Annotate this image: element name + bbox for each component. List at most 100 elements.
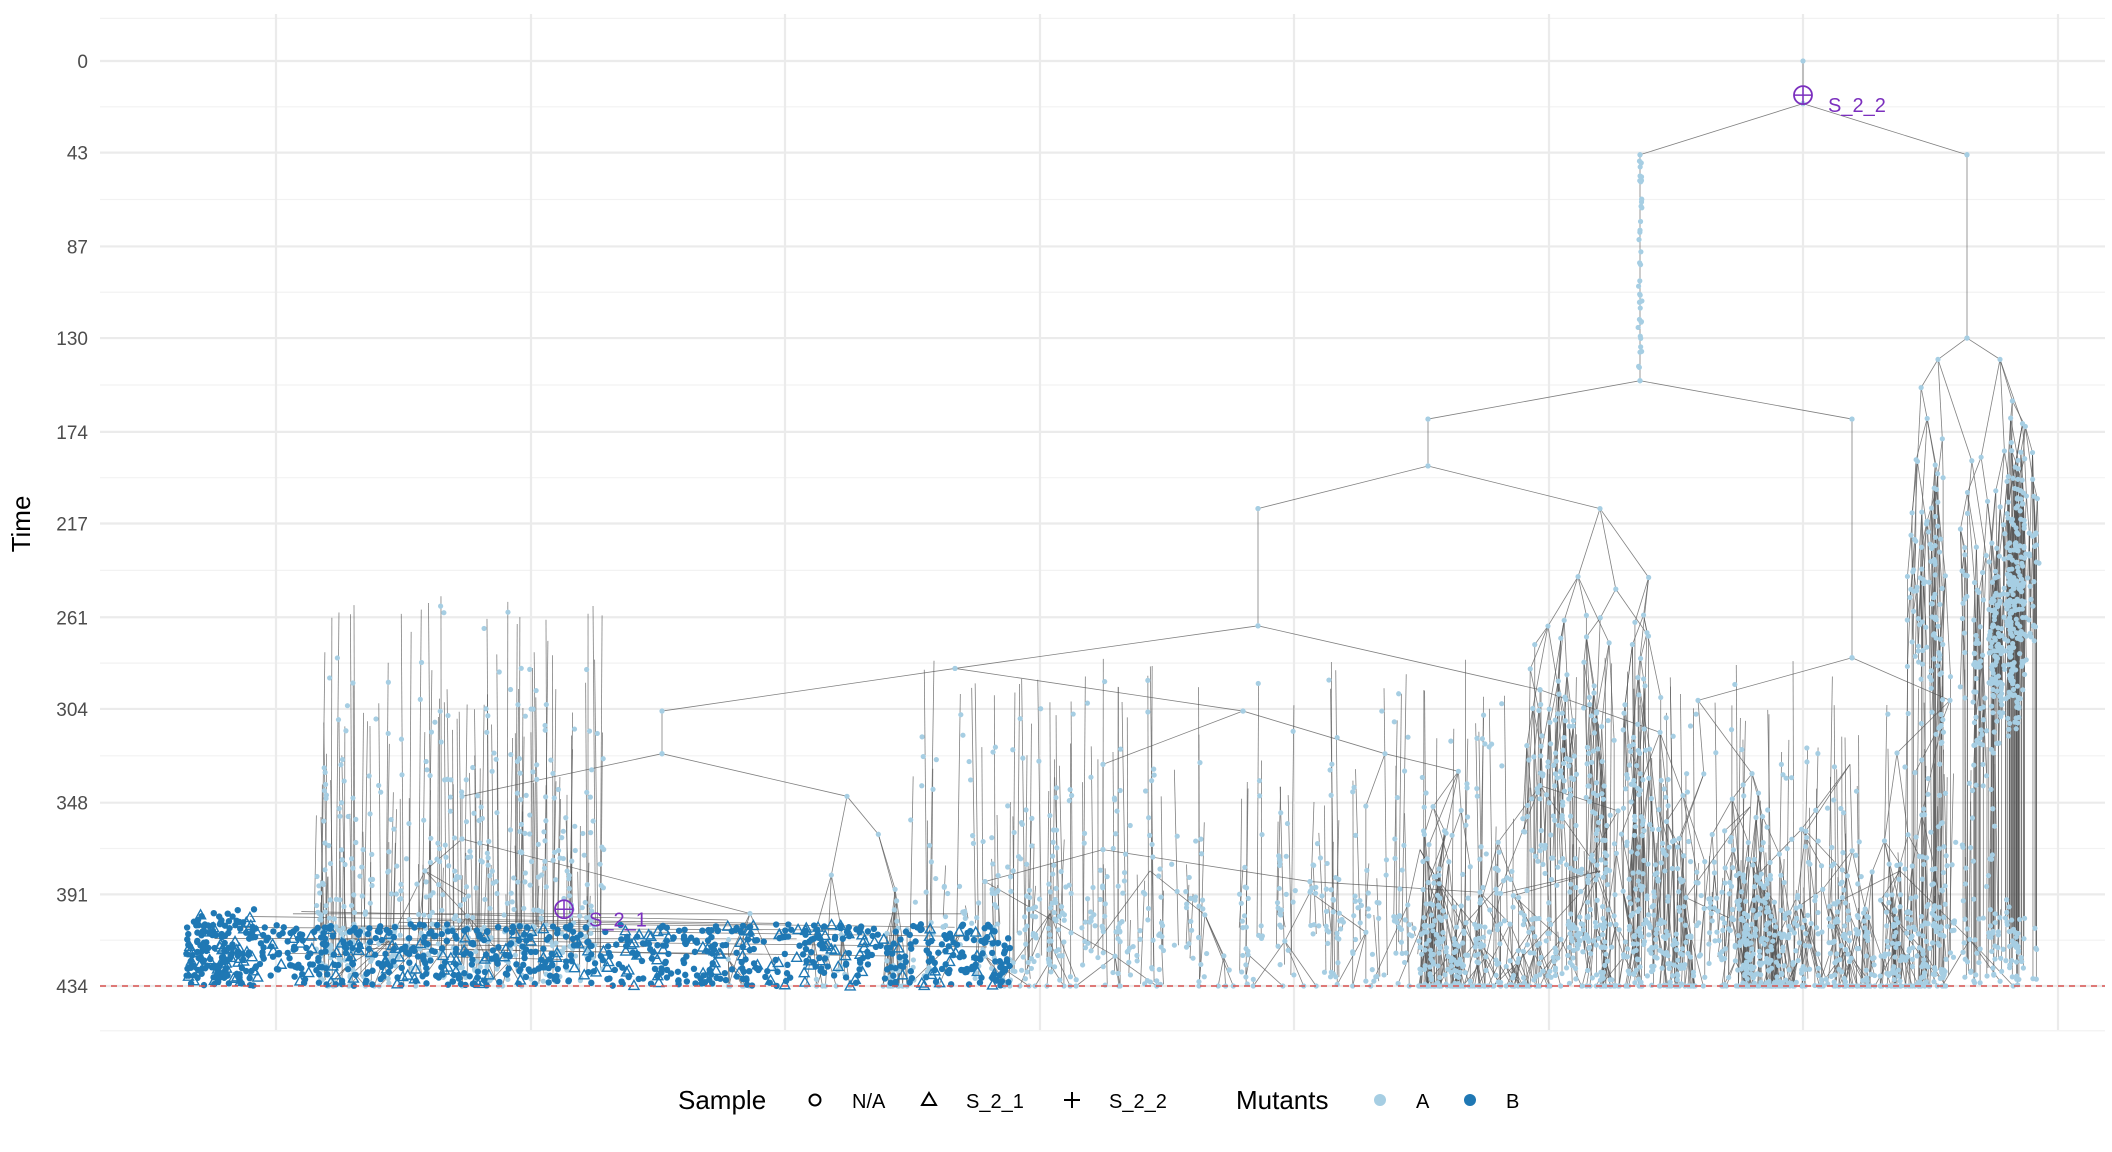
tree-edge <box>1563 620 1568 675</box>
node-point-a <box>1637 925 1643 931</box>
node-point-a <box>1156 966 1162 973</box>
node-point-a <box>1987 923 1994 929</box>
tree-edge <box>1829 870 1901 907</box>
node-point-a <box>1628 913 1634 919</box>
node-point-a <box>1057 977 1063 983</box>
tree-edge <box>1532 708 1542 747</box>
node-point-a <box>1674 971 1680 977</box>
node-point-a <box>1651 889 1657 895</box>
tree-edge <box>1561 776 1563 819</box>
node-point-a <box>1483 851 1489 857</box>
node-point-a <box>1436 904 1442 910</box>
node-point-a <box>1553 950 1559 956</box>
node-point-a <box>2012 579 2018 585</box>
node-point-a <box>1048 938 1054 944</box>
tree-edge <box>1666 821 1669 902</box>
node-point-a <box>1659 965 1665 971</box>
node-point-a <box>1604 822 1610 829</box>
tree-edge <box>1027 862 1030 963</box>
node-point-a <box>1122 851 1129 857</box>
node-point-a <box>1935 623 1941 629</box>
node-point-a <box>1613 850 1619 856</box>
tree-edge <box>728 913 751 987</box>
node-point-a <box>1149 778 1155 784</box>
node-point-a <box>1824 805 1831 811</box>
tree-edge <box>1937 359 1943 439</box>
node-point-a <box>1980 717 1987 723</box>
tree-edge <box>1827 676 1833 943</box>
node-point-a <box>1563 862 1570 868</box>
node-point-a <box>1626 762 1633 768</box>
node-point-a <box>1736 906 1743 912</box>
node-point-a <box>1426 841 1432 848</box>
node-point-a <box>1080 962 1086 968</box>
node-point-a <box>1993 488 1999 494</box>
node-point-a <box>1942 790 1949 796</box>
node-point-a <box>1591 730 1598 736</box>
node-point-a <box>1011 829 1017 836</box>
node-point-a <box>1553 758 1559 764</box>
node-point-a <box>1770 938 1776 944</box>
tree-edge <box>1880 899 1923 951</box>
node-point-a <box>2018 516 2024 522</box>
node-point-a <box>1474 735 1480 741</box>
node-point-a <box>1909 863 1915 869</box>
node-point-a <box>1977 980 1983 986</box>
node-point-a <box>1702 974 1708 980</box>
tree-edge <box>1884 840 1901 865</box>
node-point-a <box>1239 918 1245 924</box>
node-point-a <box>1192 894 1199 900</box>
tree-edge <box>1539 785 1619 812</box>
node-point-a <box>1652 862 1659 868</box>
node-point-a <box>1912 770 1918 776</box>
node-point-a <box>1056 953 1062 959</box>
node-point-a <box>1022 927 1028 933</box>
tree-edge <box>1432 930 1436 987</box>
node-point-a <box>2015 949 2021 955</box>
node-point-a <box>1962 956 1968 962</box>
node-point-a <box>1516 895 1522 901</box>
node-point-a <box>1130 943 1136 950</box>
node-point-a <box>1683 895 1689 901</box>
node-point-a <box>1145 917 1151 923</box>
node-point-a <box>1960 600 1966 606</box>
tree-edge <box>971 687 976 924</box>
node-point-a <box>1885 711 1891 717</box>
tree-edge <box>2022 423 2026 459</box>
node-point-a <box>1987 649 1993 656</box>
node-point-a <box>1855 881 1861 887</box>
node-point-a <box>1594 837 1600 843</box>
node-point-a <box>1915 615 1921 622</box>
tree-edge <box>1034 962 1050 987</box>
node-point-a <box>1520 948 1527 954</box>
node-point-a <box>1966 780 1972 786</box>
node-point-a <box>1479 736 1485 742</box>
node-point-a <box>945 890 951 897</box>
node-point-a <box>1592 717 1598 724</box>
node-point-a <box>1803 843 1809 850</box>
node-point-a <box>1601 783 1607 789</box>
node-point-a <box>1521 912 1527 919</box>
node-point-a <box>2010 692 2016 699</box>
node-point-a <box>1909 510 1915 516</box>
node-point-a <box>1376 915 1382 921</box>
node-point-a <box>1507 921 1513 927</box>
node-point-a <box>1764 920 1771 926</box>
node-point-a <box>1895 919 1901 926</box>
node-point-a <box>1243 974 1249 980</box>
tree-edge <box>1572 726 1577 775</box>
node-point-a <box>2015 720 2021 726</box>
node-point-a <box>1773 924 1779 930</box>
node-point-a <box>2005 733 2012 739</box>
tree-edge <box>1669 677 1675 983</box>
tree-edge <box>1147 675 1149 920</box>
node-point-a <box>1752 930 1758 937</box>
node-point-a <box>2005 662 2011 668</box>
tree-edge <box>1874 943 1900 987</box>
node-point-a <box>1338 926 1344 932</box>
node-point-a <box>1977 705 1984 712</box>
node-point-a <box>1587 701 1593 708</box>
node-point-a <box>1560 747 1566 753</box>
node-point-a <box>2020 563 2026 569</box>
node-point-a <box>1055 947 1062 953</box>
